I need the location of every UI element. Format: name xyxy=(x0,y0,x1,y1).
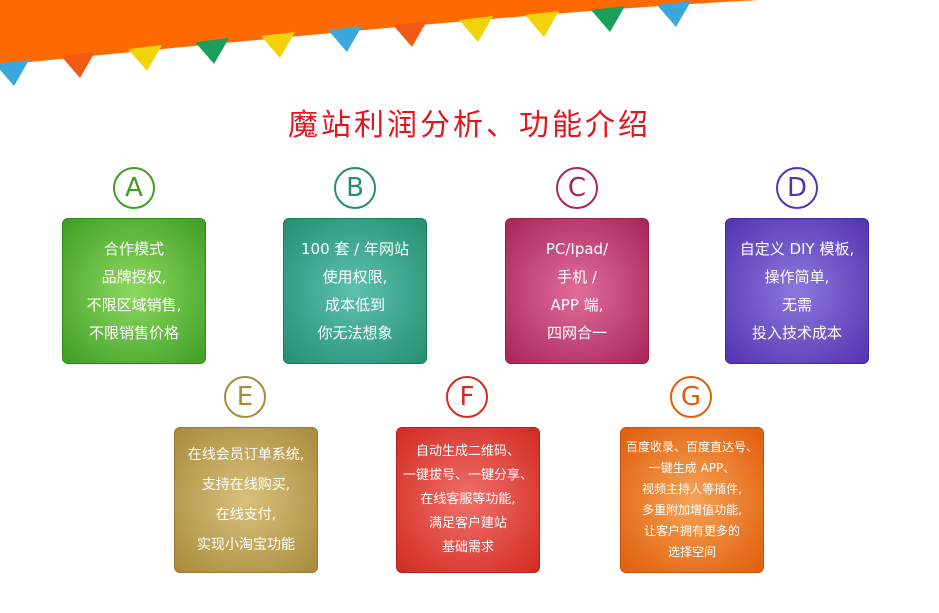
card-line: 你无法想象 xyxy=(317,324,393,342)
card-line: 不限区域销售, xyxy=(86,296,182,314)
bunting-flags xyxy=(0,1,691,86)
bunting-flag xyxy=(459,16,493,42)
feature-card-f: 自动生成二维码、 一键拔号、一键分享、 在线客服等功能, 满足客户建站 基础需求 xyxy=(396,427,540,573)
feature-card-e: 在线会员订单系统, 支持在线购买, 在线支付, 实现小淘宝功能 xyxy=(174,427,318,573)
card-line: 让客户拥有更多的 xyxy=(643,524,740,538)
card-line: 在线客服等功能, xyxy=(420,492,516,507)
card-line: 使用权限, xyxy=(322,268,388,286)
badge-a: A xyxy=(113,167,155,209)
card-line: 多重附加增值功能, xyxy=(642,503,742,517)
card-line: 投入技术成本 xyxy=(751,324,842,342)
page-title: 魔站利润分析、功能介绍 xyxy=(288,108,651,143)
feature-card-b: 100 套 / 年网站 使用权限, 成本低到 你无法想象 xyxy=(283,218,427,364)
bunting-flag xyxy=(61,52,95,78)
card-line: 在线会员订单系统, xyxy=(187,447,305,463)
card-line: 合作模式 xyxy=(103,240,164,258)
card-line: 操作简单, xyxy=(764,268,830,286)
card-line: 一键生成 APP、 xyxy=(648,461,736,475)
bunting-flag xyxy=(393,21,427,47)
card-line: 实现小淘宝功能 xyxy=(197,537,295,553)
card-line: 无需 xyxy=(781,296,812,314)
badge-b: B xyxy=(334,167,376,209)
card-line: 成本低到 xyxy=(324,296,385,314)
bunting-flag xyxy=(195,38,229,64)
badge-e: E xyxy=(224,376,266,418)
decorative-banner xyxy=(0,0,760,86)
card-line: 支持在线购买, xyxy=(201,477,291,493)
bunting-flag xyxy=(328,26,362,52)
card-line: 四网合一 xyxy=(546,324,607,342)
card-line: 自定义 DIY 模板, xyxy=(739,240,855,258)
badge-f: F xyxy=(446,376,488,418)
bunting-flag xyxy=(657,1,691,27)
badge-c: C xyxy=(556,167,598,209)
card-line: PC/Ipad/ xyxy=(545,240,609,258)
card-line: 选择空间 xyxy=(667,545,716,559)
orange-swoosh xyxy=(0,0,760,65)
card-line: 基础需求 xyxy=(441,540,494,555)
badge-g: G xyxy=(670,376,712,418)
bunting-flag xyxy=(591,6,625,32)
badge-d: D xyxy=(776,167,818,209)
card-line: 视频主持人等插件, xyxy=(642,482,742,496)
bunting-flag xyxy=(261,32,295,58)
card-line: 不限销售价格 xyxy=(88,324,179,342)
card-line: 百度收录、百度直达号、 xyxy=(625,440,758,454)
card-line: 品牌授权, xyxy=(101,268,167,286)
card-line: 在线支付, xyxy=(215,507,277,523)
card-line: 100 套 / 年网站 xyxy=(301,240,409,258)
card-line: 一键拔号、一键分享、 xyxy=(402,468,533,483)
feature-card-g: 百度收录、百度直达号、 一键生成 APP、 视频主持人等插件, 多重附加增值功能… xyxy=(620,427,764,573)
bunting-flag xyxy=(525,11,559,37)
bunting-flag xyxy=(128,45,162,71)
bunting-flag xyxy=(0,60,29,86)
card-line: 满足客户建站 xyxy=(428,516,507,531)
card-line: 自动生成二维码、 xyxy=(415,444,520,459)
feature-card-a: 合作模式 品牌授权, 不限区域销售, 不限销售价格 xyxy=(62,218,206,364)
feature-card-c: PC/Ipad/ 手机 / APP 端, 四网合一 xyxy=(505,218,649,364)
feature-card-d: 自定义 DIY 模板, 操作简单, 无需 投入技术成本 xyxy=(725,218,869,364)
card-line: APP 端, xyxy=(550,296,604,314)
card-line: 手机 / xyxy=(557,268,597,286)
